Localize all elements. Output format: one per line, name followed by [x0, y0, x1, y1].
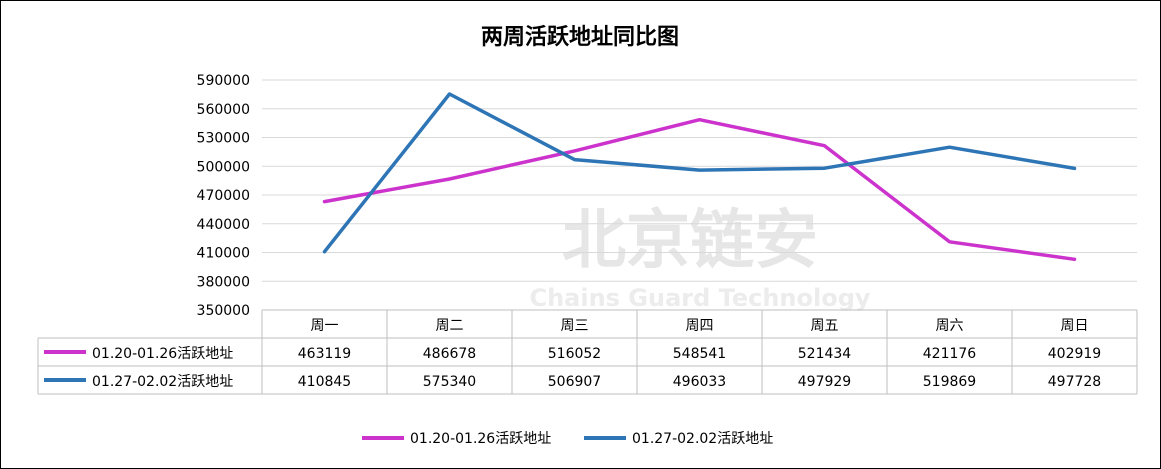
watermark: 北京链安 Chains Guard Technology — [529, 204, 870, 312]
x-tick-label: 周一 — [311, 318, 339, 334]
data-label: 575340 — [423, 374, 476, 390]
y-tick-label: 470000 — [197, 188, 250, 204]
x-tick-label: 周四 — [686, 318, 714, 334]
y-tick-label: 380000 — [197, 274, 250, 290]
data-label: 548541 — [673, 346, 726, 362]
y-tick-label: 500000 — [197, 159, 250, 175]
chart-title: 两周活跃地址同比图 — [481, 25, 679, 50]
table-series-name: 01.20-01.26活跃地址 — [92, 346, 233, 362]
x-tick-label: 周六 — [936, 318, 964, 334]
y-tick-label: 350000 — [197, 303, 250, 319]
data-label: 486678 — [423, 346, 476, 362]
data-label: 496033 — [673, 374, 726, 390]
data-label: 410845 — [298, 374, 351, 390]
watermark-text: 北京链安 — [562, 204, 818, 278]
legend-label-2: 01.27-02.02活跃地址 — [632, 431, 773, 447]
y-axis: 350000 380000 410000 440000 470000 500000 5300… — [197, 73, 250, 319]
data-label: 506907 — [548, 374, 601, 390]
table-series-name: 01.27-02.02活跃地址 — [92, 374, 233, 390]
legend: 01.20-01.26活跃地址 01.27-02.02活跃地址 — [362, 431, 773, 447]
data-label: 497929 — [798, 374, 851, 390]
legend-label-1: 01.20-01.26活跃地址 — [410, 431, 551, 447]
data-label: 463119 — [298, 346, 351, 362]
y-tick-label: 410000 — [197, 246, 250, 262]
y-tick-label: 530000 — [197, 131, 250, 147]
x-tick-label: 周二 — [436, 318, 464, 334]
series-lines — [322, 92, 1077, 262]
data-label: 519869 — [923, 374, 976, 390]
y-tick-label: 560000 — [197, 102, 250, 118]
data-label: 497728 — [1048, 374, 1101, 390]
x-tick-label: 周三 — [561, 318, 589, 334]
data-label: 521434 — [798, 346, 852, 362]
y-tick-label: 440000 — [197, 217, 250, 233]
x-tick-label: 周五 — [811, 318, 839, 334]
data-label: 421176 — [923, 346, 977, 362]
x-tick-label: 周日 — [1061, 318, 1089, 334]
data-table: 周一 周二 周三 周四 周五 周六 周日 01.20-01.26活跃地址 463119 48667… — [37, 309, 1138, 395]
data-label: 516052 — [548, 346, 601, 362]
watermark-subtext: Chains Guard Technology — [529, 284, 870, 312]
y-tick-label: 590000 — [197, 73, 250, 89]
data-label: 402919 — [1048, 346, 1101, 362]
